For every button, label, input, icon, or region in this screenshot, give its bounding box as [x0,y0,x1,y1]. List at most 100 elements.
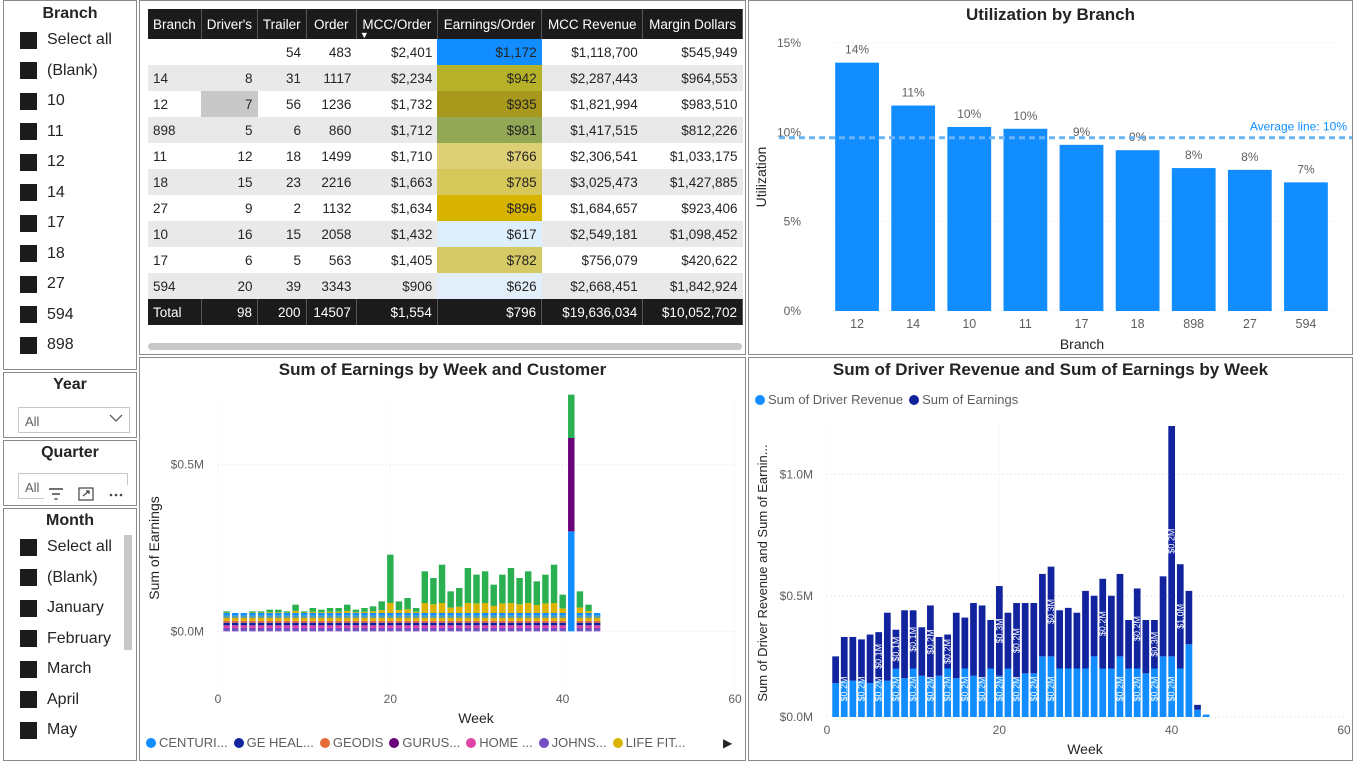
bar-segment[interactable] [490,625,497,628]
bar-segment[interactable] [404,622,411,626]
bar-segment[interactable] [240,622,248,626]
bar-segment[interactable] [421,571,429,603]
bar-segment[interactable] [533,618,541,621]
table-cell[interactable]: $1,821,994 [541,91,643,117]
bar-segment[interactable] [300,628,308,632]
bar-segment[interactable] [309,628,317,632]
bar-segment[interactable] [309,622,317,626]
more-options-icon[interactable] [108,487,124,505]
table-cell[interactable]: $812,226 [642,117,743,143]
bar-segment[interactable] [283,611,291,613]
bar-segment[interactable] [550,622,558,626]
table-cell[interactable]: $785 [437,169,542,195]
bar-segment[interactable] [438,620,446,623]
bar-segment[interactable] [568,438,575,532]
bar-segment[interactable] [542,625,549,628]
month-slicer-item[interactable]: March [4,654,136,685]
table-cell[interactable]: $766 [437,143,542,169]
bar-segment[interactable] [524,618,532,621]
bar-segment[interactable] [533,615,541,618]
revenue-bar[interactable] [1159,656,1167,717]
bar-segment[interactable] [550,564,558,603]
table-cell[interactable]: $1,172 [437,39,542,65]
filter-icon[interactable] [48,487,64,505]
checkbox-icon[interactable] [20,569,37,587]
revenue-bar[interactable] [1047,656,1055,717]
bar-segment[interactable] [421,603,429,613]
bar[interactable] [947,126,992,312]
earnings-bar[interactable] [1082,590,1089,669]
table-cell[interactable]: 54 [257,39,307,65]
bar-segment[interactable] [412,611,420,613]
branch-slicer-item[interactable]: Select all [4,25,136,56]
bar[interactable] [1284,182,1328,311]
bar-segment[interactable] [300,622,308,626]
table-cell[interactable]: 31 [257,65,307,91]
bar-segment[interactable] [421,613,429,616]
bar-segment[interactable] [550,603,558,613]
bar-segment[interactable] [326,615,334,618]
bar-segment[interactable] [430,613,437,616]
checkbox-icon[interactable] [20,62,37,80]
bar-segment[interactable] [395,601,403,611]
table-cell[interactable]: 1499 [306,143,357,169]
column-header[interactable]: MCC/Order ▼ [356,9,438,40]
bar-segment[interactable] [412,625,420,628]
bar-segment[interactable] [309,613,317,616]
bar-segment[interactable] [361,618,368,621]
revenue-bar[interactable] [1194,709,1201,717]
bar-segment[interactable] [456,618,463,621]
bar-segment[interactable] [395,618,403,621]
bar[interactable] [1059,144,1104,311]
bar-segment[interactable] [516,618,523,621]
bar-segment[interactable] [516,620,523,623]
bar-segment[interactable] [378,628,385,632]
table-cell[interactable]: 12 [201,143,258,169]
revenue-bar[interactable] [944,668,951,718]
bar-segment[interactable] [275,628,282,632]
legend-item[interactable]: GEODIS [319,735,383,750]
bar-segment[interactable] [292,622,299,626]
bar-segment[interactable] [593,613,601,616]
revenue-bar[interactable] [1168,656,1176,717]
bar-segment[interactable] [257,618,265,621]
bar-segment[interactable] [473,618,480,621]
bar-segment[interactable] [542,613,549,616]
bar-segment[interactable] [387,625,394,628]
table-cell[interactable]: $1,663 [356,169,438,195]
bar-segment[interactable] [335,628,342,632]
table-cell[interactable]: 23 [257,169,307,195]
bar-segment[interactable] [240,620,248,623]
bar-segment[interactable] [378,615,385,618]
bar-segment[interactable] [283,628,291,632]
month-slicer-item[interactable]: Select all [4,532,136,563]
bar-segment[interactable] [464,622,472,626]
bar-segment[interactable] [550,628,558,632]
earnings-bar[interactable] [918,627,926,676]
bar-segment[interactable] [378,622,385,626]
bar-segment[interactable] [576,613,584,616]
bar-segment[interactable] [473,603,480,613]
bar-segment[interactable] [490,618,497,621]
checkbox-icon[interactable] [20,721,37,739]
table-cell[interactable]: 7 [201,91,258,117]
bar-segment[interactable] [438,618,446,621]
bar-segment[interactable] [344,625,351,628]
bar-segment[interactable] [593,622,601,626]
branch-slicer-item[interactable]: 14 [4,178,136,209]
bar-segment[interactable] [387,628,394,632]
bar-segment[interactable] [576,607,584,613]
bar-segment[interactable] [369,613,377,616]
bar-segment[interactable] [369,618,377,621]
bar-segment[interactable] [421,628,429,632]
bar-segment[interactable] [412,618,420,621]
table-cell[interactable]: 15 [201,169,258,195]
revenue-bar[interactable] [1142,673,1150,717]
year-dropdown[interactable]: All [18,407,130,433]
bar-segment[interactable] [438,613,446,616]
bar-segment[interactable] [283,618,291,621]
column-header[interactable]: Order [306,9,357,39]
table-cell[interactable]: 1236 [306,91,357,117]
bar-segment[interactable] [223,618,230,621]
bar-segment[interactable] [533,628,541,632]
